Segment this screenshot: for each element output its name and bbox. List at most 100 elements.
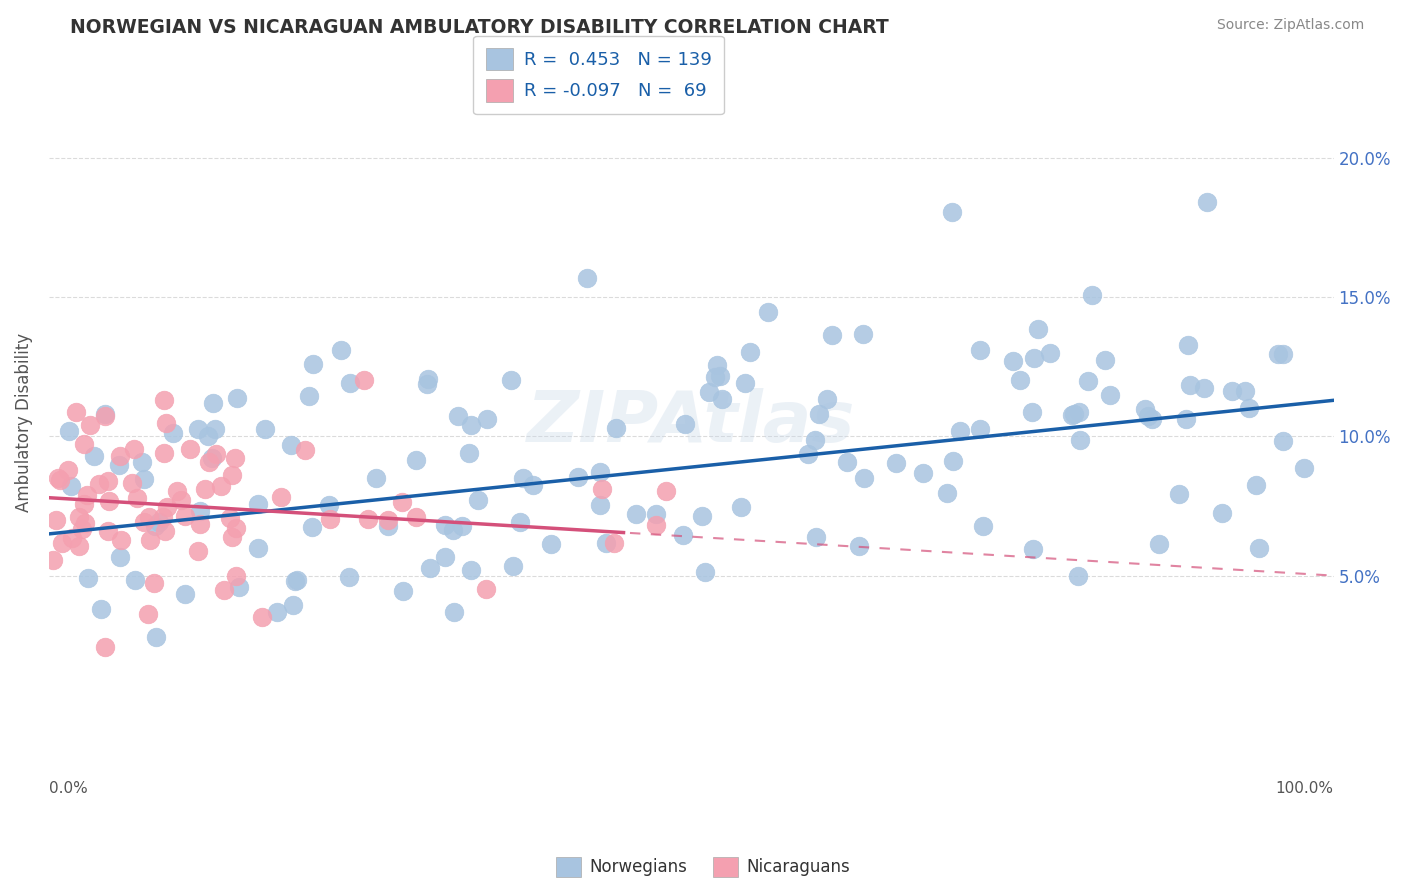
- Point: [706, 358, 728, 372]
- Point: [1233, 384, 1256, 398]
- Point: [67, 509, 90, 524]
- Point: [451, 518, 474, 533]
- Point: [339, 376, 361, 390]
- Point: [253, 422, 276, 436]
- Point: [143, 575, 166, 590]
- Point: [166, 483, 188, 498]
- Point: [337, 570, 360, 584]
- Point: [443, 605, 465, 619]
- Point: [1039, 345, 1062, 359]
- Point: [153, 446, 176, 460]
- Point: [815, 392, 838, 406]
- Point: [693, 565, 716, 579]
- Point: [188, 516, 211, 531]
- Text: 0.0%: 0.0%: [49, 781, 87, 796]
- Point: [143, 518, 166, 533]
- Point: [97, 524, 120, 538]
- Point: [1167, 486, 1189, 500]
- Point: [740, 345, 762, 359]
- Point: [1247, 541, 1270, 555]
- Point: [110, 533, 132, 547]
- Point: [730, 500, 752, 514]
- Point: [588, 498, 610, 512]
- Point: [391, 495, 413, 509]
- Point: [73, 497, 96, 511]
- Point: [132, 472, 155, 486]
- Point: [228, 580, 250, 594]
- Point: [624, 507, 647, 521]
- Point: [377, 513, 399, 527]
- Point: [672, 528, 695, 542]
- Point: [330, 343, 353, 357]
- Point: [1267, 347, 1289, 361]
- Point: [645, 507, 668, 521]
- Point: [1194, 381, 1216, 395]
- Point: [221, 530, 243, 544]
- Point: [198, 455, 221, 469]
- Point: [835, 455, 858, 469]
- Point: [1080, 288, 1102, 302]
- Point: [225, 568, 247, 582]
- Point: [1008, 373, 1031, 387]
- Point: [434, 518, 457, 533]
- Point: [1067, 569, 1090, 583]
- Point: [711, 392, 734, 407]
- Point: [94, 640, 117, 654]
- Point: [804, 530, 827, 544]
- Point: [522, 478, 544, 492]
- Point: [297, 389, 319, 403]
- Point: [125, 491, 148, 506]
- Point: [131, 455, 153, 469]
- Point: [162, 426, 184, 441]
- Point: [415, 376, 437, 391]
- Point: [45, 513, 67, 527]
- Point: [59, 479, 82, 493]
- Point: [591, 483, 613, 497]
- Point: [94, 409, 117, 423]
- Point: [1022, 351, 1045, 365]
- Point: [283, 574, 305, 588]
- Point: [357, 512, 380, 526]
- Point: [433, 550, 456, 565]
- Point: [121, 475, 143, 490]
- Point: [174, 509, 197, 524]
- Point: [467, 492, 489, 507]
- Point: [1177, 337, 1199, 351]
- Point: [73, 437, 96, 451]
- Point: [145, 630, 167, 644]
- Point: [250, 610, 273, 624]
- Point: [122, 442, 145, 456]
- Point: [201, 450, 224, 465]
- Point: [56, 463, 79, 477]
- Point: [173, 587, 195, 601]
- Point: [441, 523, 464, 537]
- Point: [139, 533, 162, 547]
- Point: [969, 422, 991, 436]
- Point: [79, 417, 101, 432]
- Point: [540, 537, 562, 551]
- Point: [156, 500, 179, 514]
- Point: [197, 429, 219, 443]
- Point: [595, 536, 617, 550]
- Point: [673, 417, 696, 431]
- Point: [318, 499, 340, 513]
- Point: [76, 571, 98, 585]
- Point: [1069, 433, 1091, 447]
- Point: [654, 484, 676, 499]
- Point: [247, 541, 270, 556]
- Point: [912, 466, 935, 480]
- Point: [226, 391, 249, 405]
- Point: [942, 454, 965, 468]
- Point: [83, 450, 105, 464]
- Point: [405, 453, 427, 467]
- Point: [704, 370, 727, 384]
- Point: [475, 412, 498, 426]
- Point: [1137, 409, 1160, 423]
- Point: [280, 438, 302, 452]
- Point: [219, 510, 242, 524]
- Point: [152, 509, 174, 524]
- Point: [853, 470, 876, 484]
- Point: [201, 396, 224, 410]
- Point: [1098, 388, 1121, 402]
- Point: [418, 372, 440, 386]
